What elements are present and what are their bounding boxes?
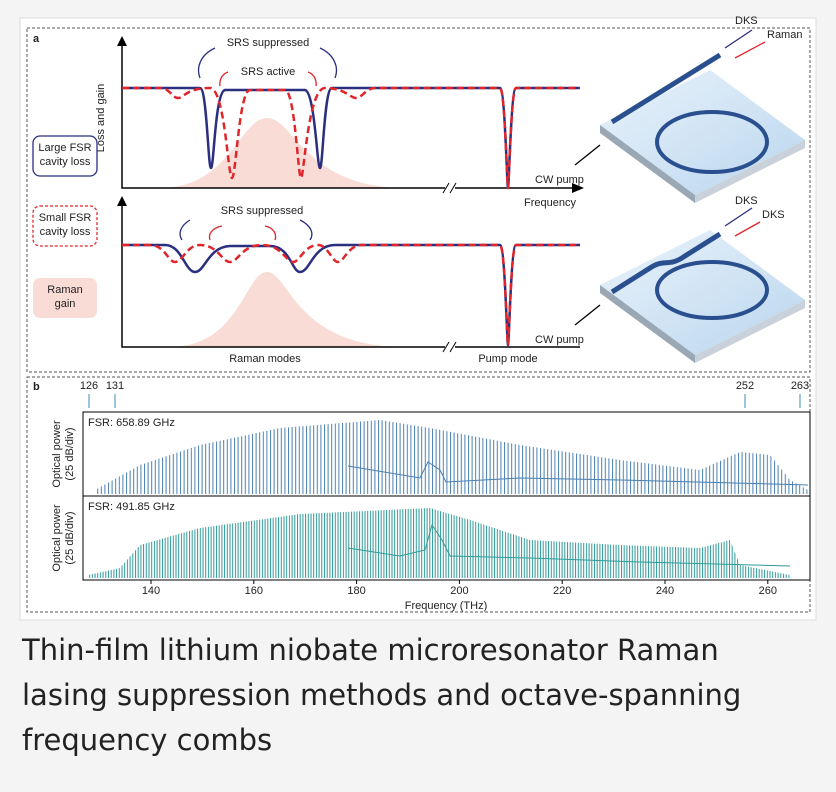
x-tick-label: 160: [245, 585, 263, 597]
arrow: [208, 225, 277, 241]
caption: Thin-film lithium niobate microresonator…: [22, 633, 742, 757]
marker-label: 252: [736, 380, 754, 392]
device: DKS Raman CW pump: [535, 15, 805, 203]
x-tick-label: 220: [553, 585, 571, 597]
x-tick-label: 180: [347, 585, 365, 597]
legend-text: Large FSR cavity loss: [38, 142, 91, 168]
legend-box: [32, 135, 98, 177]
spectrum-bottom: [88, 508, 790, 578]
raman-gain: [160, 118, 405, 188]
axis-break: [442, 341, 457, 353]
raman-gain: [170, 272, 405, 347]
axis-break: [442, 182, 457, 194]
axes: [121, 40, 580, 189]
spectrum-floor: [347, 523, 791, 567]
x-tick-label: 200: [450, 585, 468, 597]
y-axis-label: Optical power(25 dB/div): [51, 420, 76, 488]
axes: [121, 200, 580, 348]
marker-label: 131: [106, 380, 124, 392]
device-label: DKS: [762, 209, 785, 221]
legend-text: Raman gain: [47, 284, 82, 310]
device-label: Raman: [767, 29, 802, 41]
small-fsr-loss: [122, 243, 580, 347]
panel-label: b: [33, 381, 40, 393]
x-axis-label: Raman modes: [229, 353, 301, 365]
arrowheads: [117, 196, 127, 206]
fsr-label: FSR: 491.85 GHz: [88, 501, 175, 513]
device-label: DKS: [735, 15, 758, 27]
x-axis-label: Frequency (THz): [405, 600, 488, 612]
annotation: SRS suppressed: [227, 37, 310, 49]
legend-box: [33, 278, 97, 318]
y-axis-label: Loss and gain: [95, 84, 107, 153]
markers: 126 131 252 263: [80, 380, 809, 408]
device: DKS DKS CW pump: [535, 195, 805, 363]
annotation: SRS suppressed: [221, 205, 304, 217]
device-label: CW pump: [535, 174, 584, 186]
device-label: CW pump: [535, 334, 584, 346]
panel-label: a: [33, 33, 40, 45]
legend-box: [32, 205, 98, 247]
x-axis-label: Frequency: [524, 197, 576, 209]
arrow: [179, 219, 313, 241]
marker-label: 126: [80, 380, 98, 392]
spectrum-floor: [347, 461, 809, 486]
spectrum-top: [95, 420, 808, 494]
device-label: DKS: [735, 195, 758, 207]
arrow: [219, 71, 317, 87]
small-fsr-loss: [122, 86, 580, 190]
arrow: [197, 47, 338, 79]
x-axis-label: Pump mode: [478, 353, 537, 365]
x-ticks: 140 160 180 200 220 240 260: [142, 580, 777, 597]
legend-text: Small FSR cavity loss: [39, 212, 92, 238]
x-tick-label: 240: [656, 585, 674, 597]
marker-label: 263: [791, 380, 809, 392]
panel-frame: [26, 27, 811, 373]
y-axis-label: Optical power(25 dB/div): [51, 504, 76, 572]
x-tick-label: 140: [142, 585, 160, 597]
figure: a Loss and gain SRS suppressed SRS activ…: [19, 15, 817, 621]
x-tick-label: 260: [759, 585, 777, 597]
fsr-label: FSR: 658.89 GHz: [88, 417, 175, 429]
annotation: SRS active: [241, 66, 295, 78]
